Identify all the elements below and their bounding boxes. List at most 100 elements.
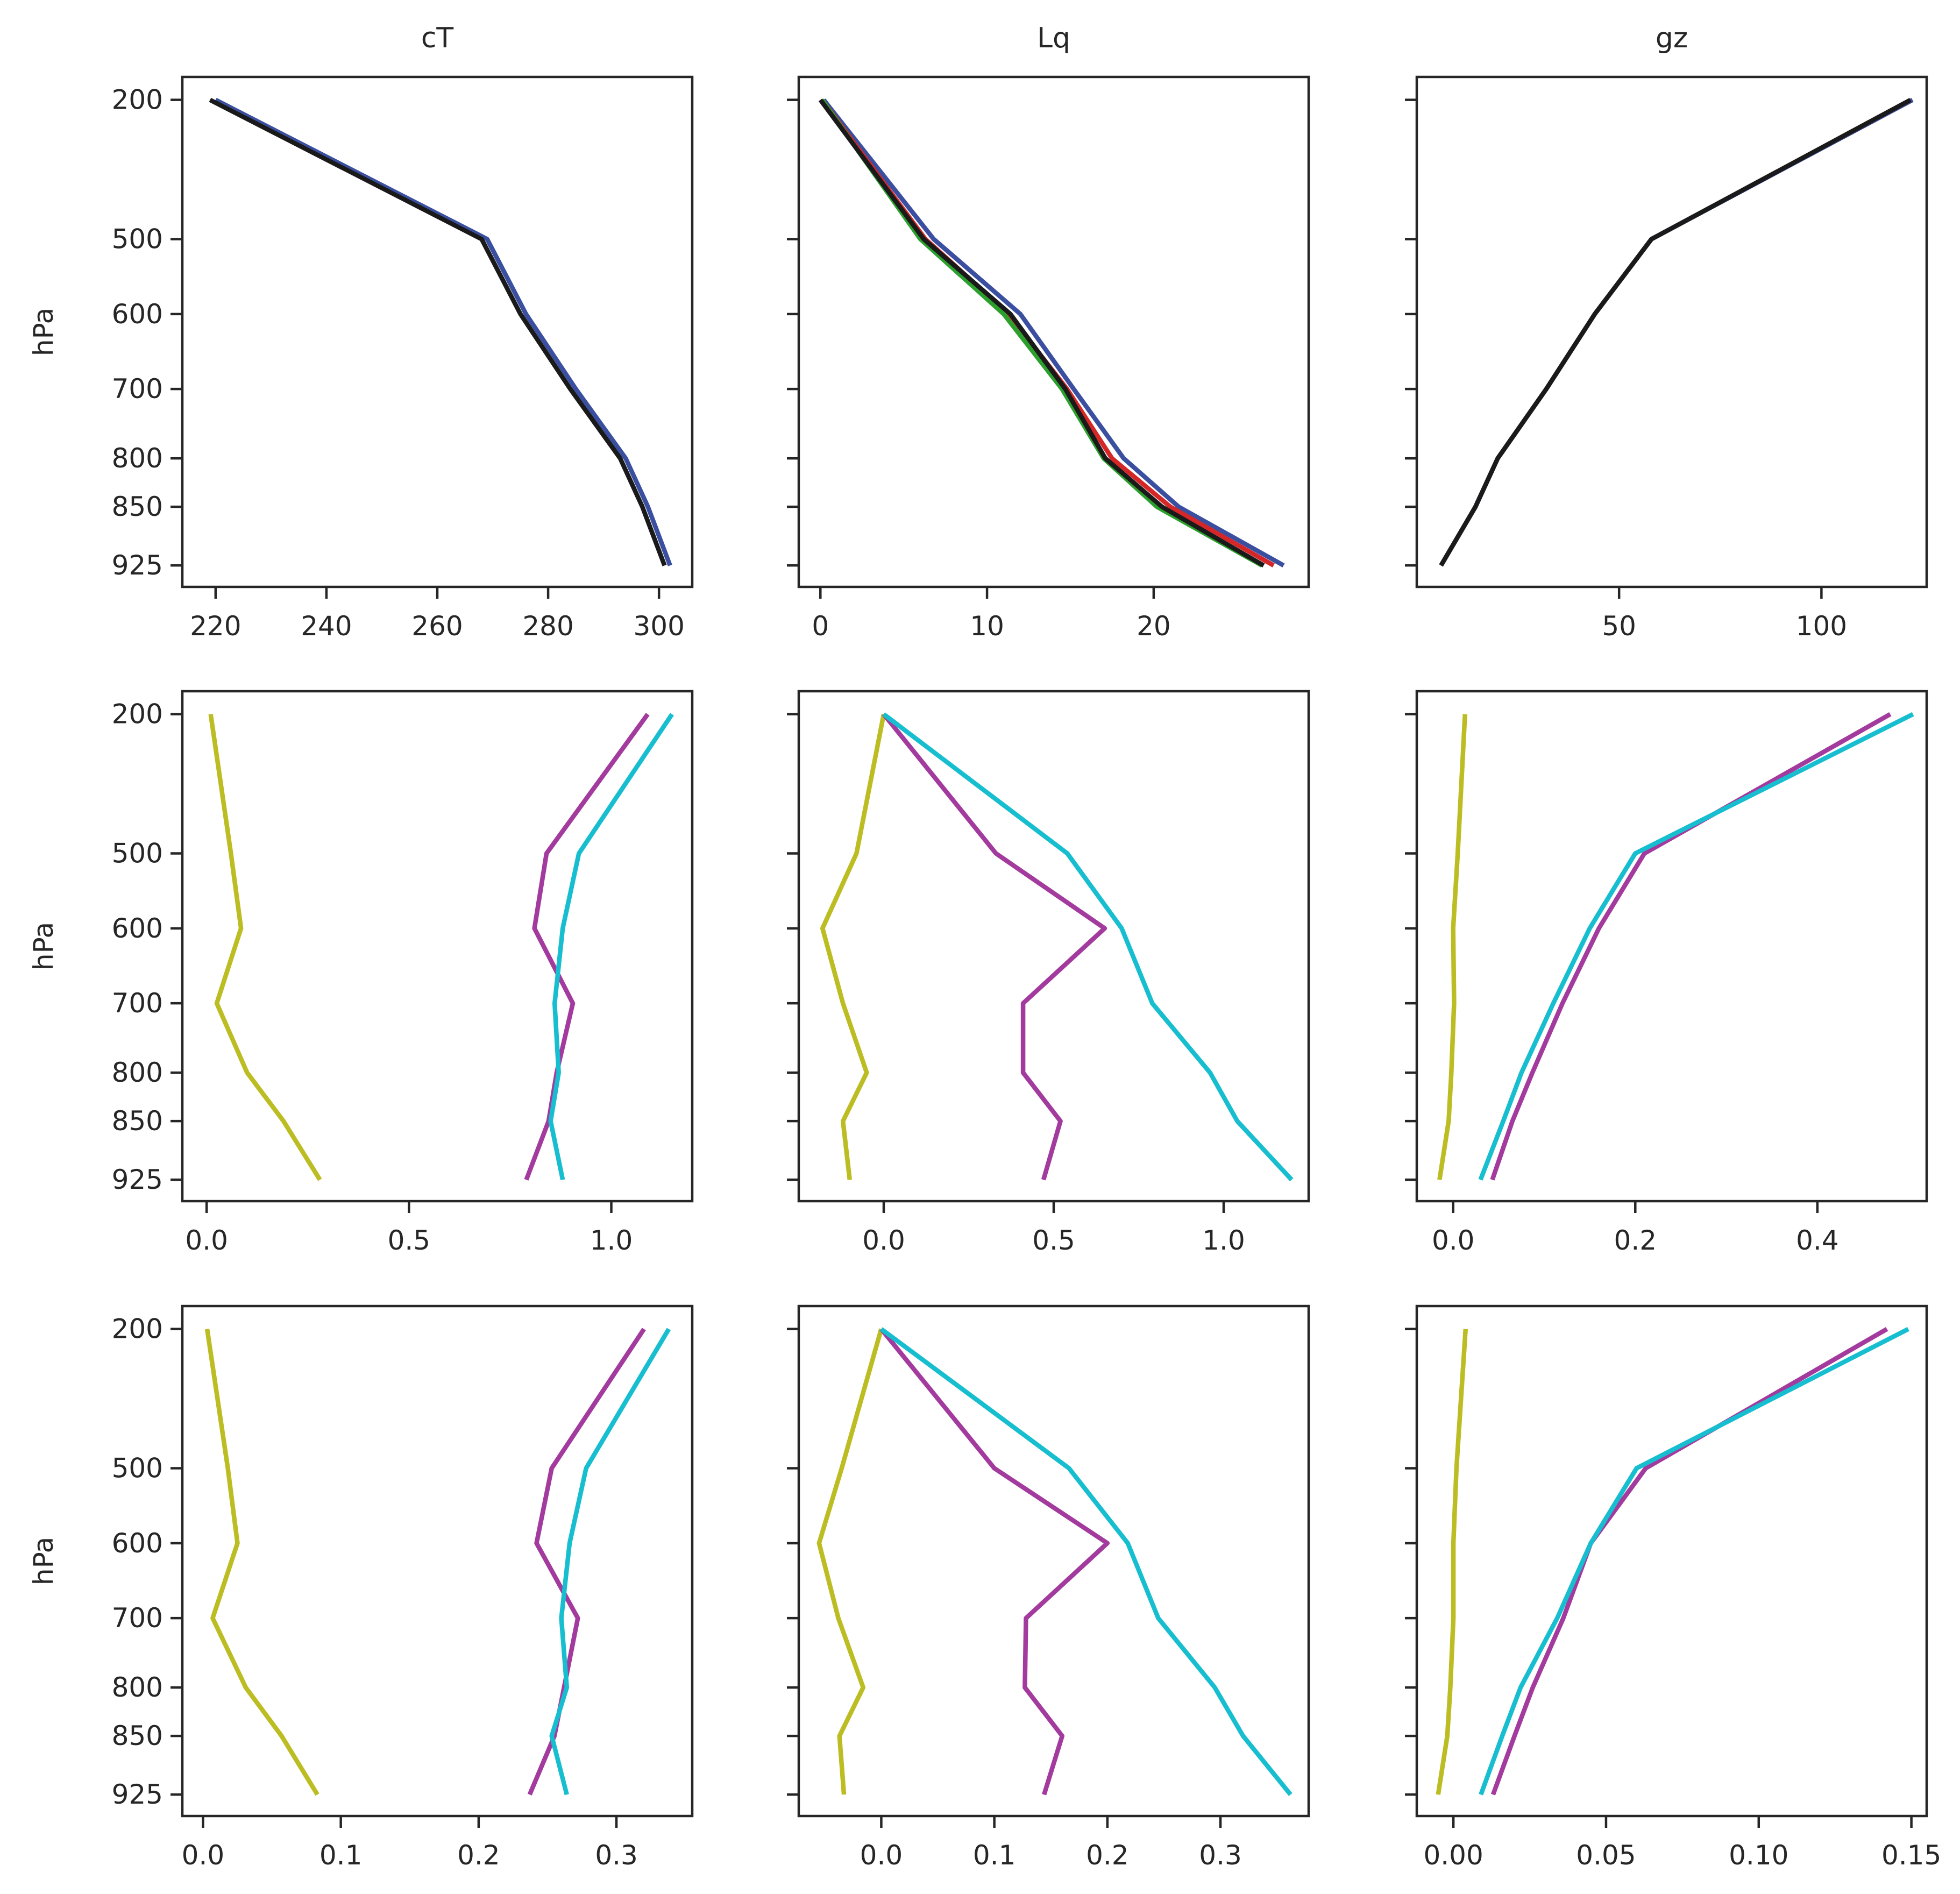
axes-frame [797,75,1310,588]
x-tick-label: 0.2 [1614,1225,1657,1256]
y-tick-label-850: 850 [112,491,163,522]
series-line-black [209,97,667,566]
y-tick-label-800: 800 [112,443,163,474]
y-axis-label: hPa [28,308,59,356]
x-tick-label: 0.0 [182,1840,225,1871]
series-line-cyan [879,1327,1293,1796]
x-tick-label: 280 [522,611,573,642]
column-title-ct: cT [421,22,454,54]
y-tick-label-800: 800 [112,1672,163,1703]
x-tick-label: 0.0 [862,1225,905,1256]
y-tick-label-800: 800 [112,1057,163,1088]
series-line-black [1439,97,1912,567]
x-tick-label: 0.0 [185,1225,228,1256]
series-line-magenta [524,713,650,1181]
axes-frame [181,1304,694,1818]
panel-r2-c2: 0.00 0.05 0.10 0.15 [1405,1304,1941,1871]
series-line-magenta [879,1328,1110,1796]
x-tick-label: 100 [1796,611,1847,642]
panel-r2-c1: 0.0 0.1 0.2 0.3 [787,1304,1310,1871]
x-tick-label: 10 [970,611,1004,642]
y-tick-label-850: 850 [112,1720,163,1751]
panel-r0-c2: 50 100 [1405,75,1928,642]
series-line-cyan [882,712,1294,1182]
y-tick-label-500: 500 [112,223,163,254]
y-tick-label-925: 925 [112,550,163,581]
y-tick-label-600: 600 [112,913,163,944]
x-tick-label: 50 [1602,611,1636,642]
panel-r0-c1: 0 10 20 [787,75,1310,642]
axes-frame [1415,75,1928,588]
panel-r0-c0: 200 500 600 700 800 850 925 hPa 220 240 260 280 300 [28,75,694,642]
x-tick-label: 1.0 [1202,1225,1245,1256]
x-tick-label: 0.15 [1881,1840,1941,1871]
series-line-olive [1436,1329,1468,1795]
x-tick-label: 0.5 [388,1225,431,1256]
series-line-magenta [1490,1327,1888,1796]
series-line-olive [820,713,886,1180]
y-tick-label-500: 500 [112,1452,163,1484]
series-line-magenta [527,1328,646,1796]
x-tick-label: 300 [633,611,684,642]
y-axis-label: hPa [28,922,59,970]
axes-frame [181,75,694,588]
series-line-cyan [549,1328,671,1796]
series-line-blue [214,97,672,566]
y-tick-label-600: 600 [112,1528,163,1559]
y-tick-label-925: 925 [112,1779,163,1810]
series-line-cyan [548,713,674,1181]
x-tick-label: 0.5 [1032,1225,1075,1256]
series-line-cyan [1478,712,1914,1181]
y-tick-label-925: 925 [112,1164,163,1195]
column-title-lq: Lq [1037,22,1070,54]
x-tick-label: 240 [301,611,352,642]
series-line-blue [822,98,1285,568]
panel-r2-c0: 200 500 600 700 800 850 925 hPa 0.0 0.1 0.2 0.3 [28,1304,694,1871]
series-line-green [820,98,1263,568]
x-tick-label: 220 [190,611,241,642]
x-tick-label: 0 [812,611,829,642]
series-line-red [820,98,1275,568]
x-tick-label: 0.2 [1086,1840,1129,1871]
x-tick-label: 0.1 [973,1840,1016,1871]
x-tick-label: 0.05 [1576,1840,1636,1871]
y-tick-label-700: 700 [112,373,163,405]
x-tick-label: 0.0 [1432,1225,1475,1256]
x-tick-label: 20 [1137,611,1171,642]
x-tick-label: 0.3 [595,1840,638,1871]
x-tick-label: 0.1 [319,1840,363,1871]
y-tick-label-850: 850 [112,1105,163,1137]
series-line-olive [816,1328,884,1795]
series-line-blue [1439,97,1914,567]
x-tick-label: 0.10 [1729,1840,1788,1871]
y-tick-label-200: 200 [112,1314,163,1345]
y-tick-label-500: 500 [112,838,163,869]
series-line-olive [1437,714,1467,1180]
y-tick-label-700: 700 [112,988,163,1019]
x-tick-label: 0.0 [860,1840,903,1871]
series-line-magenta [882,713,1107,1181]
x-tick-label: 0.00 [1423,1840,1483,1871]
y-axis-label: hPa [28,1537,59,1585]
axes-frame [1415,690,1928,1203]
x-tick-label: 1.0 [590,1225,633,1256]
y-tick-label-200: 200 [112,699,163,730]
y-tick-label-200: 200 [112,84,163,116]
series-line-olive [208,714,322,1181]
x-tick-label: 260 [411,611,463,642]
axes-frame [1415,1304,1928,1818]
series-line-cyan [1479,1326,1909,1796]
axes-frame [797,1304,1310,1818]
x-tick-label: 0.2 [457,1840,500,1871]
panel-r1-c2: 0.0 0.2 0.4 [1405,690,1928,1256]
panel-r1-c0: 200 500 600 700 800 850 925 hPa 0.0 0.5 1.0 [28,690,694,1256]
y-tick-label-600: 600 [112,299,163,330]
panel-r1-c1: 0.0 0.5 1.0 [787,690,1310,1256]
axes-frame [181,690,694,1203]
y-tick-label-700: 700 [112,1602,163,1634]
x-tick-label: 0.3 [1199,1840,1242,1871]
series-line-magenta [1490,712,1892,1181]
series-line-olive [204,1329,319,1796]
column-title-gz: gz [1656,22,1688,54]
